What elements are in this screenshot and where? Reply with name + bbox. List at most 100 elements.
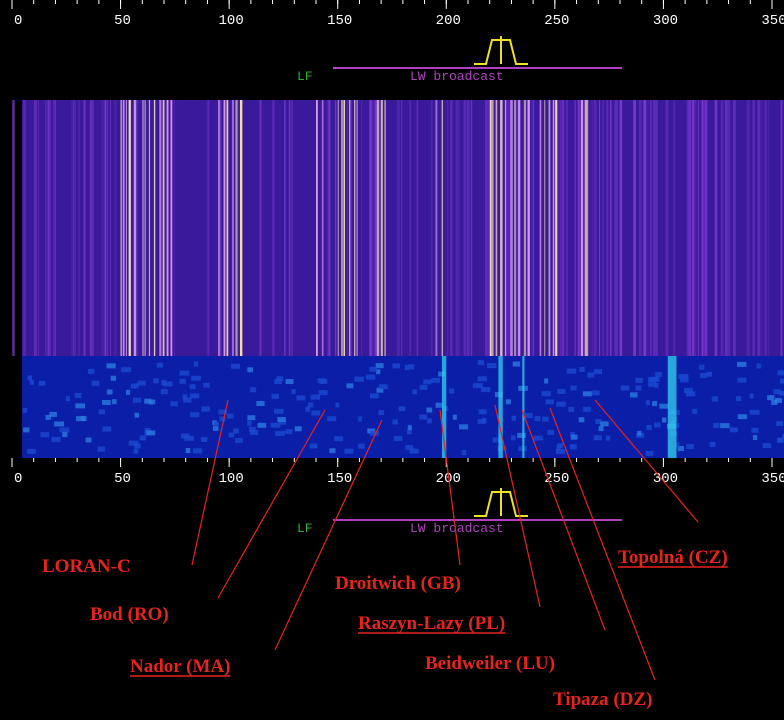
waterfall-cell	[568, 407, 574, 412]
waterfall-streak	[686, 100, 688, 356]
tick-label: 250	[544, 13, 569, 29]
waterfall-cell	[354, 377, 364, 382]
waterfall-cell	[635, 386, 641, 391]
waterfall-streak	[417, 100, 419, 356]
annotation-label: Beidweiler (LU)	[425, 653, 555, 674]
waterfall-cell	[557, 443, 563, 448]
waterfall-cell	[153, 378, 159, 383]
waterfall-streak	[83, 100, 85, 356]
waterfall-streak	[456, 100, 458, 356]
waterfall-streak	[13, 100, 14, 356]
waterfall-cell	[227, 414, 234, 419]
waterfall-streak	[207, 100, 210, 356]
waterfall-carrier	[581, 100, 583, 356]
waterfall-streak	[110, 100, 111, 356]
waterfall-cell	[179, 379, 185, 384]
waterfall-streak	[79, 100, 80, 356]
waterfall-cell	[655, 372, 662, 377]
waterfall-cell	[533, 436, 542, 441]
waterfall-cell	[579, 417, 585, 422]
waterfall-streak	[260, 100, 261, 356]
waterfall-cell	[392, 363, 400, 368]
waterfall-carrier	[235, 100, 237, 356]
waterfall-streak	[38, 100, 39, 356]
waterfall-streak	[641, 100, 642, 356]
waterfall-streak	[273, 100, 275, 356]
waterfall-cell	[75, 393, 82, 398]
waterfall-cell	[201, 406, 209, 411]
waterfall-streak	[516, 100, 517, 356]
waterfall-streak	[292, 100, 293, 356]
waterfall-streak	[137, 100, 138, 356]
waterfall-carrier	[126, 100, 127, 356]
tick-label: 100	[219, 471, 244, 487]
waterfall-streak	[723, 100, 724, 356]
waterfall-carrier	[316, 100, 318, 356]
waterfall-cell	[777, 438, 782, 443]
tick-label: 200	[436, 13, 461, 29]
waterfall-cell	[478, 360, 484, 365]
waterfall-cell	[310, 395, 320, 400]
band-left-label: LF	[297, 521, 313, 536]
waterfall-streak	[328, 100, 330, 356]
waterfall-streak	[562, 100, 564, 356]
waterfall-cell	[285, 429, 292, 434]
waterfall-cell	[310, 443, 318, 448]
waterfall-cell	[544, 378, 548, 383]
waterfall-cell	[750, 394, 754, 399]
waterfall-cell	[329, 448, 335, 453]
waterfall-carrier	[544, 100, 545, 356]
waterfall-cell	[291, 389, 295, 394]
waterfall-cell	[369, 367, 377, 372]
waterfall-streak	[93, 100, 94, 356]
waterfall-cell	[233, 429, 239, 434]
waterfall-cell	[635, 378, 643, 383]
waterfall-cell	[250, 430, 258, 435]
waterfall-streak	[55, 100, 56, 356]
waterfall-cell	[144, 399, 151, 404]
waterfall-cell	[86, 437, 92, 442]
waterfall-carrier	[553, 100, 554, 356]
waterfall-carrier	[524, 100, 526, 356]
waterfall-carrier	[142, 100, 143, 356]
waterfall-streak	[610, 100, 612, 356]
waterfall-streak	[705, 100, 707, 356]
waterfall-cell	[600, 421, 608, 426]
waterfall-cell	[646, 425, 651, 430]
waterfall-cell	[771, 400, 777, 405]
tick-label: 50	[114, 13, 131, 29]
waterfall-cell	[276, 376, 283, 381]
waterfall-streak	[102, 100, 104, 356]
waterfall-carrier	[668, 356, 677, 458]
waterfall-cell	[81, 416, 87, 421]
waterfall-cell	[436, 403, 443, 408]
annotation-label: LORAN-C	[42, 556, 131, 577]
waterfall-cell	[679, 374, 689, 379]
waterfall-cell	[535, 416, 541, 421]
waterfall-cell	[327, 416, 336, 421]
waterfall-cell	[23, 427, 29, 432]
waterfall-streak	[463, 100, 466, 356]
waterfall-cell	[567, 369, 576, 374]
waterfall-streak	[289, 100, 290, 356]
waterfall-streak	[431, 100, 433, 356]
waterfall-cell	[392, 419, 398, 424]
waterfall-carrier	[518, 100, 520, 356]
waterfall-carrier	[500, 100, 502, 356]
waterfall-streak	[73, 100, 75, 356]
waterfall-carrier	[163, 100, 165, 356]
waterfall-cell	[92, 381, 100, 386]
band-label: LW broadcast	[410, 69, 504, 84]
waterfall-streak	[643, 100, 646, 356]
waterfall-streak	[174, 100, 175, 356]
waterfall-carrier	[514, 100, 516, 356]
waterfall-streak	[747, 100, 750, 356]
waterfall-cell	[662, 418, 667, 423]
waterfall-carrier	[123, 100, 125, 356]
waterfall-cell	[112, 399, 116, 404]
waterfall-streak	[702, 100, 704, 356]
waterfall-cell	[39, 381, 46, 386]
waterfall-carrier	[492, 100, 493, 356]
waterfall-cell	[111, 376, 116, 381]
waterfall-cell	[190, 412, 199, 417]
